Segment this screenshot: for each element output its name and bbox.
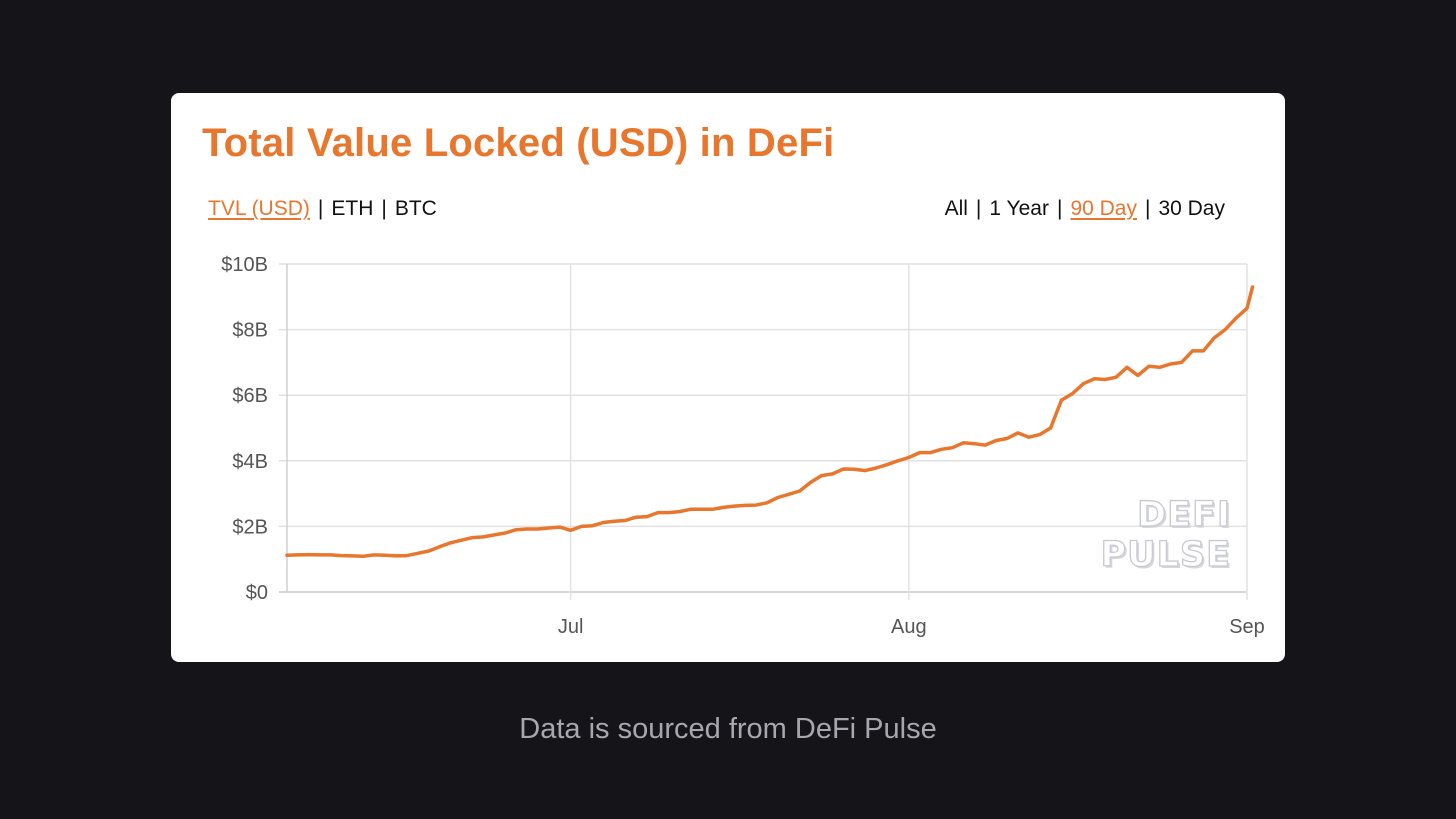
watermark-line-2: PULSE <box>1100 534 1231 575</box>
tab-range-90-day[interactable]: 90 Day <box>1070 197 1137 220</box>
metric-tabs: TVL (USD) | ETH | BTC <box>208 197 437 221</box>
x-tick-label: Aug <box>891 616 927 638</box>
tab-separator: | <box>1056 197 1063 220</box>
y-tick-label: $2B <box>232 516 268 538</box>
y-tick-label: $10B <box>221 254 268 276</box>
caption: Data is sourced from DeFi Pulse <box>519 713 937 745</box>
series-line-tvl <box>285 285 1255 558</box>
range-tabs: All | 1 Year | 90 Day | 30 Day <box>945 197 1225 221</box>
y-tick-label: $8B <box>232 320 268 342</box>
watermark-line-1: DEFI <box>1136 494 1231 535</box>
tab-separator: | <box>317 197 324 220</box>
x-tick-label: Jul <box>558 616 584 638</box>
y-tick-label: $0 <box>246 582 268 604</box>
y-tick-label: $6B <box>232 385 268 407</box>
tab-range-1-year[interactable]: 1 Year <box>989 197 1049 220</box>
tab-tvl-usd[interactable]: TVL (USD) <box>208 197 310 220</box>
tab-separator: | <box>1144 197 1151 220</box>
defi-pulse-watermark: DEFI PULSE <box>1100 494 1232 575</box>
tvl-line-chart: $0 $2B $4B $6B $8B $10B Jul Aug Sep <box>221 254 1265 638</box>
tab-range-30-day[interactable]: 30 Day <box>1158 197 1225 220</box>
tab-btc[interactable]: BTC <box>394 197 437 220</box>
page-title: Total Value Locked (USD) in DeFi <box>202 121 835 165</box>
tab-separator: | <box>975 197 982 220</box>
x-tick-label: Sep <box>1229 616 1265 638</box>
chart-card: Total Value Locked (USD) in DeFi TVL (US… <box>171 93 1285 662</box>
tab-eth[interactable]: ETH <box>331 197 374 220</box>
tab-separator: | <box>381 197 387 220</box>
y-tick-label: $4B <box>232 451 268 473</box>
tab-range-all[interactable]: All <box>944 197 968 220</box>
